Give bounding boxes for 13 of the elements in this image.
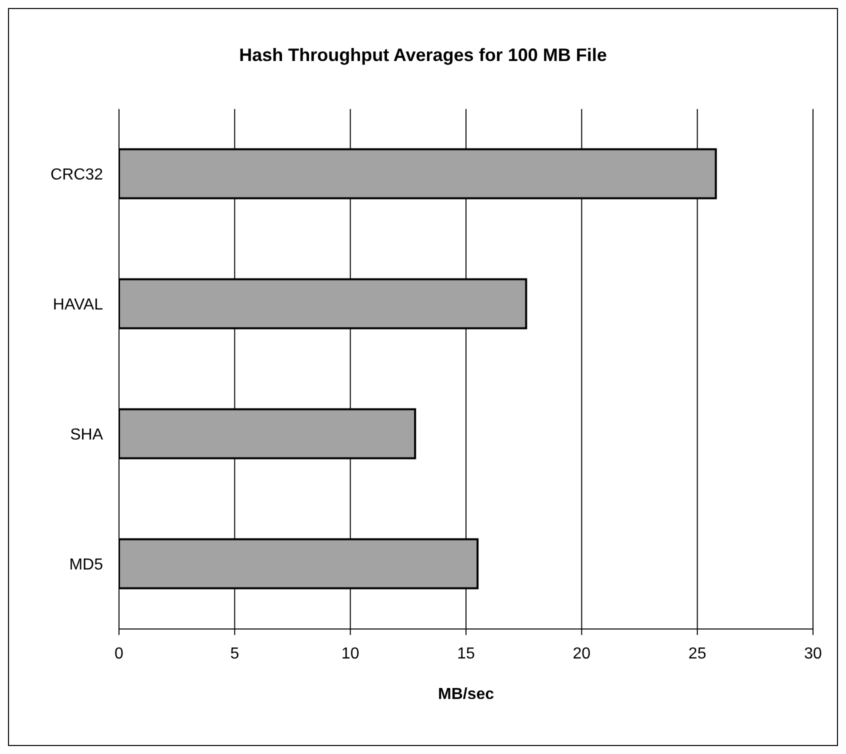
y-tick-label: MD5 (69, 556, 104, 574)
y-tick-label: HAVAL (52, 296, 104, 314)
x-tick-label: 15 (457, 645, 475, 662)
x-tick-label: 25 (688, 645, 706, 662)
x-axis-title: MB/sec (438, 686, 494, 703)
x-tick-label: 5 (230, 645, 240, 662)
y-tick-label: SHA (70, 426, 104, 444)
x-tick-label: 20 (572, 645, 591, 662)
chart-title: Hash Throughput Averages for 100 MB File (238, 45, 608, 66)
y-tick-label: CRC32 (50, 166, 104, 184)
x-tick-label: 30 (804, 645, 822, 662)
x-tick-label: 10 (341, 645, 360, 662)
x-tick-label: 0 (114, 645, 124, 662)
